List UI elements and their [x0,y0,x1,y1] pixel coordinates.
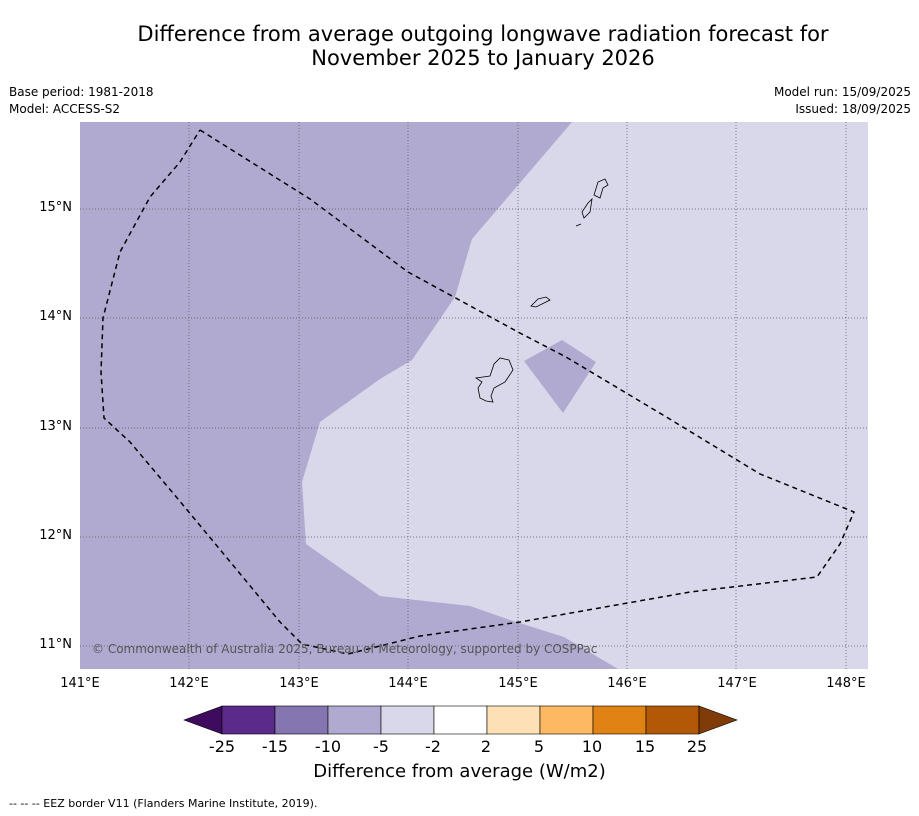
lat-label-11: 11°N [39,637,72,652]
mid-category-patch [524,340,596,413]
island-aguijan [575,223,582,227]
model-name: Model: ACCESS-S2 [9,102,121,116]
meta-right: Model run: 15/09/2025 Issued: 18/09/2025 [774,84,911,118]
title-line-2: November 2025 to January 2026 [311,46,655,70]
cbar-tick-5: 2 [480,737,492,756]
island-saipan [593,178,609,199]
cbar-tick-3: -5 [373,737,389,756]
island-rota [530,296,551,308]
colorbar-label: Difference from average (W/m2) [313,761,606,782]
colorbar-box [274,705,329,735]
lat-label-12: 12°N [39,528,72,543]
colorbar-box [327,705,382,735]
lon-label-143: 143°E [279,676,319,691]
cbar-tick-0: -25 [208,737,236,756]
colorbar-box [645,705,700,735]
colorbar-box [486,705,541,735]
lat-label-13: 13°N [39,419,72,434]
lat-label-15: 15°N [39,200,72,215]
cbar-tick-8: 15 [634,737,656,756]
cbar-tick-2: -10 [314,737,342,756]
map-svg: © Commonwealth of Australia 2025, Bureau… [80,122,868,669]
colorbar-box [592,705,647,735]
cbar-tick-6: 5 [533,737,545,756]
lon-label-148: 148°E [826,676,866,691]
island-tinian [581,197,593,219]
cbar-tick-4: -2 [425,737,441,756]
colorbar-box [380,705,435,735]
mid-category-area [80,122,618,669]
cbar-tick-7: 10 [581,737,603,756]
colorbar-box [539,705,594,735]
island-guam [474,357,514,403]
footnote: -- -- -- EEZ border V11 (Flanders Marine… [9,797,318,810]
colorbar-box [433,705,488,735]
colorbar-extend-low [183,705,223,735]
model-run: Model run: 15/09/2025 [773,85,911,99]
eez-border [100,129,855,655]
meta-left: Base period: 1981-2018 Model: ACCESS-S2 [9,84,154,118]
colorbar [183,705,738,735]
gridlines [80,122,868,669]
lon-label-144: 144°E [388,676,428,691]
map-area: © Commonwealth of Australia 2025, Bureau… [80,122,868,669]
base-period: Base period: 1981-2018 [9,85,154,99]
cbar-tick-9: 25 [686,737,708,756]
copyright-text: © Commonwealth of Australia 2025, Bureau… [92,642,597,656]
cbar-tick-1: -15 [261,737,289,756]
islands [474,178,609,403]
colorbar-extend-high [698,705,738,735]
chart-title: Difference from average outgoing longwav… [0,22,919,70]
lon-label-146: 146°E [607,676,647,691]
lon-label-142: 142°E [169,676,209,691]
title-line-1: Difference from average outgoing longwav… [137,22,829,46]
lat-label-14: 14°N [39,309,72,324]
lon-label-147: 147°E [717,676,757,691]
lon-label-145: 145°E [498,676,538,691]
colorbar-boxes [183,705,738,735]
colorbar-box [221,705,276,735]
lon-label-141: 141°E [60,676,100,691]
issued-date: Issued: 18/09/2025 [795,102,911,116]
